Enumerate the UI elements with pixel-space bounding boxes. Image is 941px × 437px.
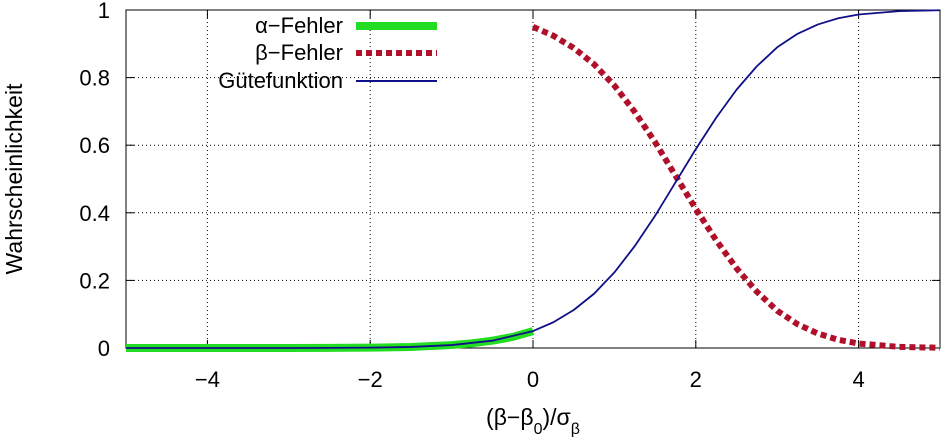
x-axis-label: (β−β0)/σβ <box>486 404 580 437</box>
grid-layer <box>126 9 940 349</box>
series-layer <box>126 9 941 352</box>
x-tick-label: 4 <box>852 367 864 392</box>
y-tick-label: 0 <box>98 336 110 361</box>
y-tick-label: 0.4 <box>79 201 110 226</box>
y-tick-label: 0.8 <box>79 66 110 91</box>
y-tick-label: 1 <box>98 0 110 23</box>
x-axis-label-sub-beta: β <box>571 421 580 437</box>
legend: α−Fehler β−Fehler Gütefunktion <box>218 13 437 93</box>
x-axis-label-middle: )/σ <box>543 404 571 430</box>
legend-beta-label: β−Fehler <box>255 40 343 65</box>
power-function-series <box>126 9 941 349</box>
x-tick-label: −2 <box>358 367 383 392</box>
tick-layer: −4 −2 0 2 4 0 0.2 0.4 0.6 0.8 1 <box>79 0 940 392</box>
x-axis-label-prefix: (β−β <box>486 404 534 430</box>
legend-alpha-label: α−Fehler <box>255 13 343 38</box>
x-axis-label-sub-zero: 0 <box>534 421 543 437</box>
x-tick-label: −4 <box>195 367 220 392</box>
y-tick-label: 0.2 <box>79 268 110 293</box>
y-axis-label: Wahrscheinlichkeit <box>1 83 27 274</box>
legend-power-label: Gütefunktion <box>218 68 343 93</box>
x-tick-label: 0 <box>527 367 539 392</box>
beta-error-series <box>531 24 941 351</box>
x-tick-label: 2 <box>690 367 702 392</box>
y-tick-label: 0.6 <box>79 133 110 158</box>
